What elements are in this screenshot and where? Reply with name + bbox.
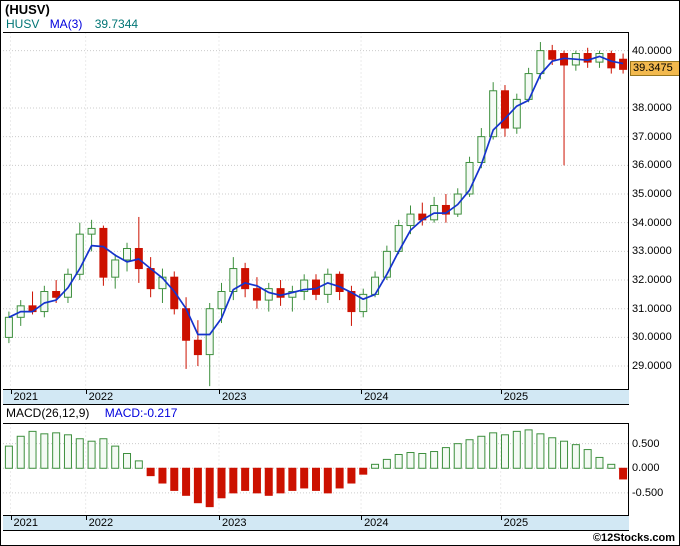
macd-legend: MACD(26,12,9) MACD:-0.217 <box>6 406 177 420</box>
price-x-axis: 2021 2022 2023 2024 2025 <box>3 389 629 405</box>
x-axis-tick <box>218 390 220 394</box>
price-legend: HUSV MA(3) 39.7344 <box>6 17 138 31</box>
x-axis-tick <box>218 516 220 520</box>
price-y-axis: 40.0000 38.0000 37.0000 36.0000 35.0000 34.00… <box>632 32 679 389</box>
macd-x-axis: 2021 2022 2023 2024 2025 <box>3 515 629 531</box>
macd-axis-label: 0.000 <box>632 462 660 475</box>
macd-axis-label: 0.500 <box>632 437 660 450</box>
price-axis-label: 40.0000 <box>632 44 672 57</box>
macd-y-axis: 0.500 0.000 -0.500 <box>632 423 679 515</box>
price-axis-label: 31.0000 <box>632 302 672 315</box>
macd-label: MACD(26,12,9) <box>6 406 90 420</box>
price-axis-label: 29.0000 <box>632 360 672 373</box>
symbol-title: (HUSV) <box>5 2 50 17</box>
x-axis-tick <box>10 390 12 394</box>
x-axis-year-label: 2025 <box>503 517 529 529</box>
price-chart-panel <box>3 32 629 389</box>
x-axis-year-label: 2025 <box>503 391 529 403</box>
price-axis-label: 30.0000 <box>632 331 672 344</box>
x-axis-tick <box>85 516 87 520</box>
watermark: ©12Stocks.com <box>592 532 675 544</box>
x-axis-tick <box>85 390 87 394</box>
price-axis-label: 37.0000 <box>632 130 672 143</box>
macd-chart-panel <box>3 423 629 515</box>
legend-ma-label: MA(3) <box>49 17 83 31</box>
price-axis-label: 36.0000 <box>632 159 672 172</box>
price-axis-label: 33.0000 <box>632 245 672 258</box>
last-price-label: 39.3475 <box>630 61 679 77</box>
x-axis-year-label: 2023 <box>221 517 247 529</box>
macd-axis-label: -0.500 <box>632 486 664 499</box>
x-axis-year-label: 2024 <box>364 391 389 403</box>
x-axis-year-label: 2023 <box>221 391 247 403</box>
x-axis-tick <box>361 390 363 394</box>
macd-value-label: MACD:-0.217 <box>104 406 178 420</box>
x-axis-year-label: 2022 <box>88 517 114 529</box>
x-axis-year-label: 2021 <box>13 517 38 529</box>
price-axis-label: 38.0000 <box>632 101 672 114</box>
legend-symbol: HUSV <box>6 17 40 31</box>
macd-histogram <box>3 423 629 515</box>
price-axis-label: 35.0000 <box>632 188 672 200</box>
x-axis-tick <box>500 390 502 394</box>
x-axis-tick <box>500 516 502 520</box>
x-axis-tick <box>361 516 363 520</box>
price-axis-label: 32.0000 <box>632 274 672 287</box>
legend-ma-value: 39.7344 <box>94 17 139 31</box>
x-axis-year-label: 2021 <box>13 391 38 403</box>
candlestick-chart <box>3 32 629 389</box>
x-axis-year-label: 2024 <box>364 517 389 529</box>
price-axis-label: 34.0000 <box>632 216 672 229</box>
x-axis-tick <box>10 516 12 520</box>
x-axis-year-label: 2022 <box>88 391 114 403</box>
